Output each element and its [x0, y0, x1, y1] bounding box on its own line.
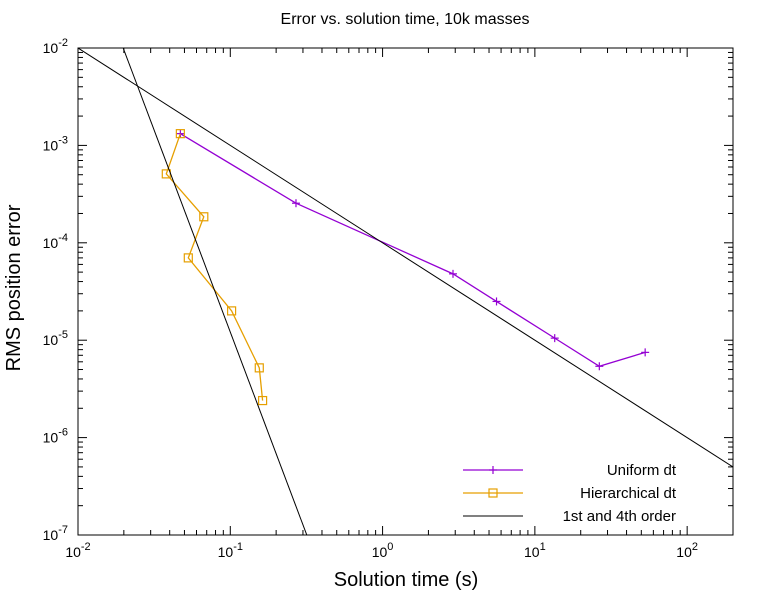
y-tick-exponent: -5	[58, 329, 68, 341]
y-tick-label: 10-5	[43, 329, 68, 348]
x-tick-exponent: 0	[387, 541, 393, 553]
legend-item-1st-and-4th-order: 1st and 4th order	[463, 508, 676, 525]
y-tick-base: 10	[43, 40, 59, 56]
x-axis-ticks: 10-2 10-1 100 101 102	[65, 48, 734, 560]
x-tick-base: 10	[676, 544, 692, 560]
y-tick-label: 10-6	[43, 427, 68, 446]
y-tick-label: 10-3	[43, 134, 68, 153]
hierarchical-dt-point	[226, 306, 237, 316]
series-hierarchical-dt	[161, 129, 268, 406]
y-tick-exponent: -3	[58, 134, 68, 146]
y-axis-ticks: 10-710-610-510-410-310-2	[43, 37, 733, 543]
x-tick-label: 100	[372, 541, 394, 560]
series-1st-and-4th-order	[78, 48, 733, 535]
y-tick-label: 10-7	[43, 524, 68, 543]
legend-label-hierarchical-dt: Hierarchical dt	[580, 485, 677, 502]
plot-area	[78, 48, 733, 535]
y-tick-base: 10	[43, 235, 59, 251]
legend-label-1st-and-4th-order: 1st and 4th order	[563, 508, 676, 525]
uniform-dt-point	[595, 362, 604, 371]
legend-marker-hierarchical-dt	[488, 488, 498, 498]
x-tick-base: 10	[218, 544, 234, 560]
legend-item-hierarchical-dt: Hierarchical dt	[463, 485, 677, 502]
legend-marker-uniform-dt	[489, 466, 497, 474]
y-axis-label: RMS position error	[3, 204, 25, 371]
x-tick-exponent: -2	[81, 541, 91, 553]
x-tick-exponent: 2	[692, 541, 698, 553]
hierarchical-dt-point	[199, 212, 209, 222]
hierarchical-dt-point	[183, 253, 193, 263]
y-tick-exponent: -7	[58, 524, 68, 536]
plot-frame	[77, 47, 734, 536]
y-tick-base: 10	[43, 137, 59, 153]
x-axis-label: Solution time (s)	[334, 569, 479, 591]
uniform-dt-line	[180, 133, 646, 367]
y-tick-base: 10	[43, 527, 59, 543]
series-uniform-dt	[176, 129, 650, 371]
y-tick-base: 10	[43, 430, 59, 446]
1st-and-4th-order-line-2	[122, 48, 308, 535]
hierarchical-dt-line	[165, 133, 264, 401]
x-tick-base: 10	[524, 544, 540, 560]
1st-and-4th-order-line-1	[78, 48, 733, 468]
y-tick-base: 10	[43, 332, 59, 348]
legend: Uniform dt Hierarchical dt 1st and 4th ord…	[463, 462, 677, 525]
x-tick-label: 10-1	[218, 541, 243, 560]
x-tick-base: 10	[65, 544, 81, 560]
uniform-dt-point	[641, 348, 650, 357]
y-tick-label: 10-4	[43, 232, 68, 251]
hierarchical-dt-point	[175, 129, 185, 139]
legend-item-uniform-dt: Uniform dt	[463, 462, 677, 479]
y-tick-label: 10-2	[43, 37, 68, 56]
y-tick-exponent: -6	[58, 427, 68, 439]
x-tick-label: 101	[524, 541, 546, 560]
x-tick-exponent: 1	[540, 541, 546, 553]
uniform-dt-point	[492, 297, 501, 306]
y-tick-exponent: -2	[58, 37, 68, 49]
x-tick-exponent: -1	[233, 541, 243, 553]
uniform-dt-point	[291, 199, 300, 208]
x-tick-label: 102	[676, 541, 698, 560]
chart-title: Error vs. solution time, 10k masses	[281, 11, 530, 28]
hierarchical-dt-point	[254, 363, 264, 373]
hierarchical-dt-point	[258, 395, 268, 406]
uniform-dt-point	[550, 334, 559, 343]
x-tick-base: 10	[372, 544, 388, 560]
x-tick-label: 10-2	[65, 541, 90, 560]
uniform-dt-point	[448, 269, 457, 278]
legend-label-uniform-dt: Uniform dt	[607, 462, 677, 479]
y-tick-exponent: -4	[58, 232, 68, 244]
